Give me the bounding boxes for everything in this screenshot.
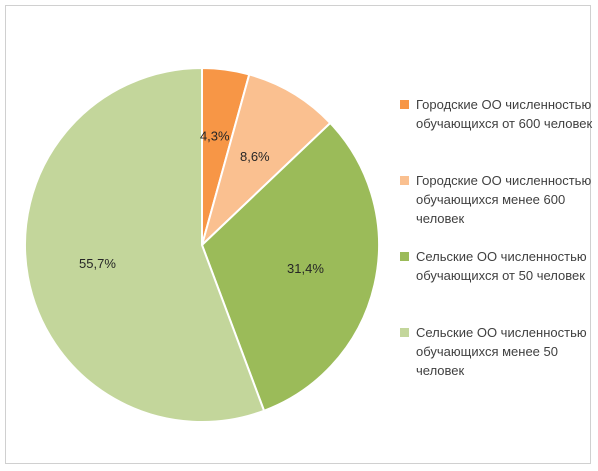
legend-item: Городские ОО численностью обучающихся ме… [400, 171, 595, 247]
data-label: 55,7% [79, 256, 116, 271]
legend-swatch [400, 176, 409, 185]
legend-label: Городские ОО численностью обучающихся от… [416, 97, 593, 131]
data-label: 4,3% [200, 128, 230, 143]
legend-item: Городские ОО численностью обучающихся от… [400, 95, 595, 171]
legend-label: Сельские ОО численностью обучающихся мен… [416, 325, 587, 378]
legend-label: Городские ОО численностью обучающихся ме… [416, 173, 592, 226]
legend-item: Сельские ОО численностью обучающихся мен… [400, 323, 595, 383]
legend-swatch [400, 328, 409, 337]
legend-label: Сельские ОО численностью обучающихся от … [416, 249, 587, 283]
data-label: 31,4% [287, 261, 324, 276]
pie-slice [24, 66, 266, 423]
legend-swatch [400, 100, 409, 109]
pie-slice [200, 121, 380, 413]
data-label: 8,6% [240, 149, 270, 164]
legend: Городские ОО численностью обучающихся от… [400, 95, 595, 383]
legend-item: Сельские ОО численностью обучающихся от … [400, 247, 595, 323]
legend-swatch [400, 252, 409, 261]
pie-slice [200, 73, 332, 249]
